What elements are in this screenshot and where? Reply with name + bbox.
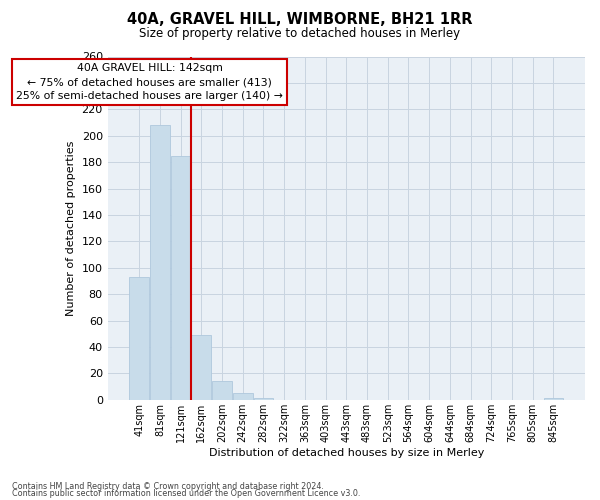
Bar — [150, 125, 170, 400]
X-axis label: Distribution of detached houses by size in Merley: Distribution of detached houses by size … — [209, 448, 484, 458]
Bar — [254, 398, 273, 400]
Bar — [233, 393, 253, 400]
Bar — [171, 156, 190, 400]
Text: 40A, GRAVEL HILL, WIMBORNE, BH21 1RR: 40A, GRAVEL HILL, WIMBORNE, BH21 1RR — [127, 12, 473, 28]
Text: 40A GRAVEL HILL: 142sqm
← 75% of detached houses are smaller (413)
25% of semi-d: 40A GRAVEL HILL: 142sqm ← 75% of detache… — [16, 63, 283, 101]
Text: Contains public sector information licensed under the Open Government Licence v3: Contains public sector information licen… — [12, 489, 361, 498]
Y-axis label: Number of detached properties: Number of detached properties — [66, 140, 76, 316]
Bar — [130, 277, 149, 400]
Bar — [212, 382, 232, 400]
Text: Size of property relative to detached houses in Merley: Size of property relative to detached ho… — [139, 28, 461, 40]
Bar — [191, 335, 211, 400]
Bar — [544, 398, 563, 400]
Text: Contains HM Land Registry data © Crown copyright and database right 2024.: Contains HM Land Registry data © Crown c… — [12, 482, 324, 491]
